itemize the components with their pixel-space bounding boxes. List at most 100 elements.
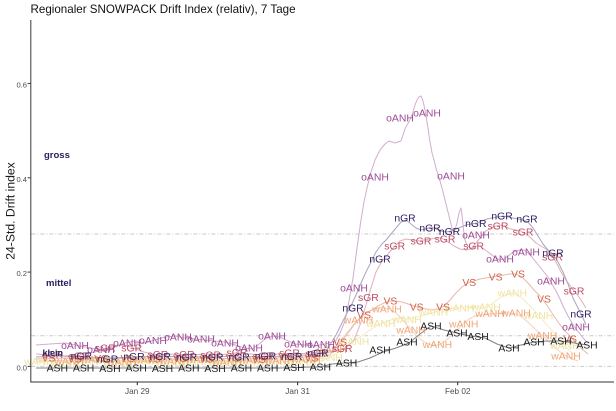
svg-text:ASH: ASH xyxy=(550,337,571,348)
svg-text:oANH: oANH xyxy=(307,340,335,351)
svg-text:ASH: ASH xyxy=(467,332,488,343)
svg-text:VS: VS xyxy=(42,354,56,365)
svg-text:ASH: ASH xyxy=(73,363,94,374)
svg-text:VS: VS xyxy=(226,353,240,364)
svg-text:oANH: oANH xyxy=(235,344,263,355)
svg-text:sGR: sGR xyxy=(174,350,195,361)
svg-text:VS: VS xyxy=(383,297,397,308)
svg-text:wANH: wANH xyxy=(391,315,421,326)
svg-text:oANH: oANH xyxy=(87,345,115,356)
svg-text:oANH: oANH xyxy=(211,338,239,349)
svg-text:sGR: sGR xyxy=(95,344,116,355)
svg-text:wANH: wANH xyxy=(470,303,500,314)
svg-text:ASH: ASH xyxy=(178,363,199,374)
svg-text:wANH: wANH xyxy=(422,340,452,351)
svg-text:ASH: ASH xyxy=(126,363,147,374)
svg-text:nGR: nGR xyxy=(255,352,277,363)
svg-text:VS: VS xyxy=(333,338,347,349)
svg-text:wANH: wANH xyxy=(185,355,215,366)
svg-text:oANH: oANH xyxy=(61,341,89,352)
svg-text:wANH: wANH xyxy=(290,355,320,366)
svg-text:ASH: ASH xyxy=(204,364,225,375)
svg-text:VS: VS xyxy=(147,354,161,365)
svg-text:VS: VS xyxy=(563,335,577,346)
svg-text:wANH: wANH xyxy=(371,305,401,316)
svg-text:VS: VS xyxy=(173,354,187,365)
svg-text:ASH: ASH xyxy=(310,363,331,374)
svg-text:wANH: wANH xyxy=(549,341,579,352)
svg-text:nGR: nGR xyxy=(439,227,461,238)
svg-text:ASH: ASH xyxy=(257,364,278,375)
svg-text:VS: VS xyxy=(462,278,476,289)
svg-text:wANH: wANH xyxy=(339,337,369,348)
svg-text:VS: VS xyxy=(120,354,134,365)
svg-text:wANH: wANH xyxy=(128,357,158,368)
svg-text:mittel: mittel xyxy=(46,278,71,289)
svg-text:wANH: wANH xyxy=(181,357,211,368)
svg-text:wANH: wANH xyxy=(211,357,241,368)
svg-text:wANH: wANH xyxy=(106,357,136,368)
svg-text:VS: VS xyxy=(199,355,213,366)
svg-text:0.6: 0.6 xyxy=(16,81,27,90)
svg-text:VS: VS xyxy=(511,270,525,281)
svg-text:sGR: sGR xyxy=(253,351,274,362)
svg-text:sGR: sGR xyxy=(148,350,169,361)
svg-text:VS: VS xyxy=(252,355,266,366)
svg-text:nGR: nGR xyxy=(491,212,513,223)
svg-text:sGR: sGR xyxy=(513,228,534,239)
svg-text:sGR: sGR xyxy=(69,352,90,363)
svg-text:wANH: wANH xyxy=(155,358,185,369)
svg-text:wANH: wANH xyxy=(312,353,342,364)
svg-text:oANH: oANH xyxy=(164,332,192,343)
svg-text:wANH: wANH xyxy=(234,358,264,369)
svg-text:wANH: wANH xyxy=(159,357,189,368)
svg-text:sGR: sGR xyxy=(279,349,300,360)
svg-text:Feb 02: Feb 02 xyxy=(445,387,471,396)
svg-text:oANH: oANH xyxy=(386,114,414,125)
svg-text:oANH: oANH xyxy=(537,277,565,288)
svg-text:nGR: nGR xyxy=(419,224,441,235)
svg-text:wANH: wANH xyxy=(500,309,530,320)
svg-text:VS: VS xyxy=(489,273,503,284)
svg-text:VS: VS xyxy=(537,295,551,306)
svg-text:nGR: nGR xyxy=(97,354,119,365)
svg-text:ASH: ASH xyxy=(283,363,304,374)
svg-text:nGR: nGR xyxy=(516,215,538,226)
svg-text:ASH: ASH xyxy=(152,364,173,375)
svg-text:oANH: oANH xyxy=(437,172,465,183)
svg-text:VS: VS xyxy=(68,354,82,365)
svg-text:wANH: wANH xyxy=(448,320,478,331)
svg-text:VS: VS xyxy=(278,352,292,363)
svg-text:nGR: nGR xyxy=(228,352,250,363)
svg-text:VS: VS xyxy=(94,354,108,365)
svg-text:sGR: sGR xyxy=(358,293,379,304)
svg-text:ASH: ASH xyxy=(396,338,417,349)
svg-text:sGR: sGR xyxy=(305,349,326,360)
svg-text:nGR: nGR xyxy=(342,304,364,315)
svg-text:VS: VS xyxy=(436,302,450,313)
svg-text:wANH: wANH xyxy=(49,359,79,370)
svg-text:0.4: 0.4 xyxy=(16,175,27,184)
svg-text:nGR: nGR xyxy=(570,310,592,321)
svg-text:sGR: sGR xyxy=(42,350,63,361)
svg-text:oANH: oANH xyxy=(187,335,215,346)
svg-text:oANH: oANH xyxy=(562,323,590,334)
svg-text:nGR: nGR xyxy=(369,255,391,266)
svg-text:wANH: wANH xyxy=(550,352,580,363)
svg-text:oANH: oANH xyxy=(139,336,167,347)
svg-text:sGR: sGR xyxy=(200,350,221,361)
svg-text:oANH: oANH xyxy=(361,173,389,184)
svg-text:sGR: sGR xyxy=(435,235,456,246)
svg-text:nGR: nGR xyxy=(394,214,416,225)
svg-text:ASH: ASH xyxy=(369,346,390,357)
svg-text:VS: VS xyxy=(410,302,424,313)
svg-text:Regionaler SNOWPACK Drift Inde: Regionaler SNOWPACK Drift Index (relativ… xyxy=(31,3,296,16)
svg-text:sGR: sGR xyxy=(411,237,432,248)
svg-text:oANH: oANH xyxy=(413,109,441,120)
svg-text:nGR: nGR xyxy=(150,352,172,363)
svg-text:oANH: oANH xyxy=(284,340,312,351)
svg-text:wANH: wANH xyxy=(418,308,448,319)
svg-text:oANH: oANH xyxy=(512,248,540,259)
svg-text:ASH: ASH xyxy=(336,359,357,370)
svg-text:Jan 31: Jan 31 xyxy=(285,387,310,396)
